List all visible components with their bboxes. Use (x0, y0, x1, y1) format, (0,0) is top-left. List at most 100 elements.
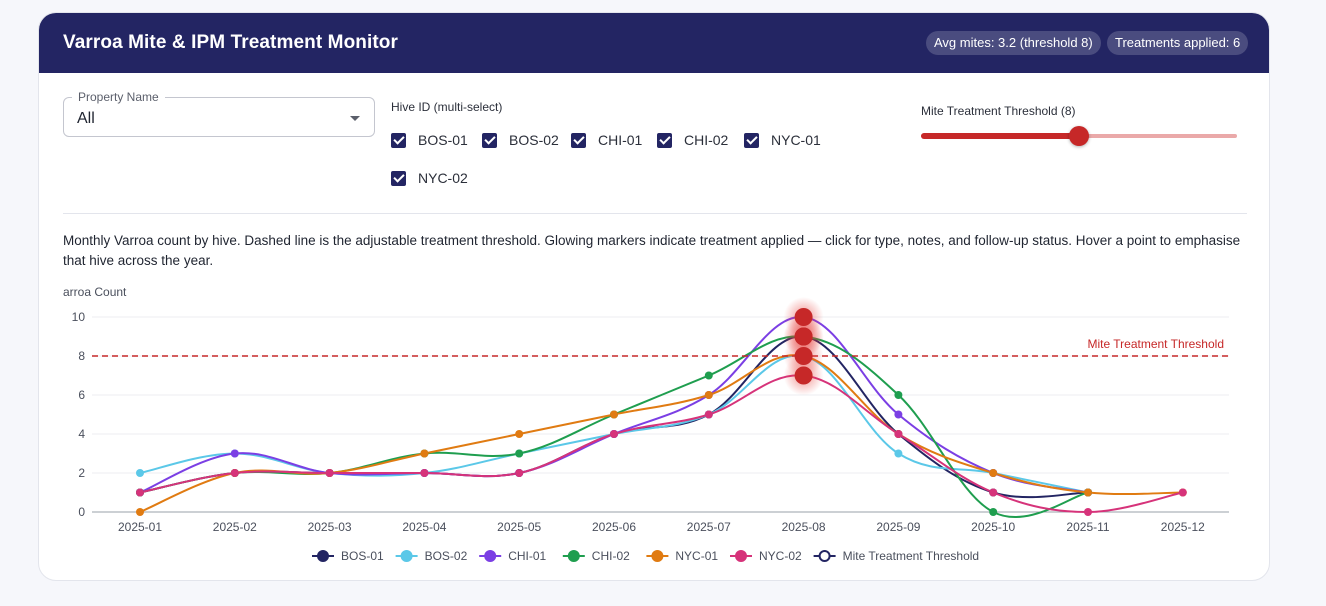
data-point[interactable] (989, 508, 998, 516)
treatment-marker[interactable] (794, 347, 813, 365)
y-tick-label: 8 (78, 349, 85, 363)
hive-checkbox-chi-01[interactable]: CHI-01 (571, 131, 642, 149)
legend-label: CHI-02 (592, 549, 630, 563)
legend-swatch-dot (317, 550, 329, 562)
data-point[interactable] (704, 410, 713, 419)
chevron-down-icon (350, 116, 360, 121)
legend-item[interactable]: CHI-02 (562, 549, 630, 563)
x-tick-label: 2025-07 (687, 520, 731, 534)
checkbox-checked-icon (571, 132, 586, 148)
legend-swatch-dot (567, 550, 580, 562)
y-tick-label: 4 (78, 427, 85, 441)
legend-item[interactable]: BOS-02 (395, 549, 468, 563)
x-tick-label: 2025-01 (118, 520, 162, 534)
legend-item[interactable]: BOS-01 (312, 549, 384, 563)
x-tick-label: 2025-02 (213, 520, 257, 534)
data-point[interactable] (989, 469, 998, 477)
legend-label: Mite Treatment Threshold (843, 549, 980, 563)
data-point[interactable] (136, 469, 144, 477)
x-tick-label: 2025-10 (971, 520, 1015, 534)
property-select-label: Property Name (72, 90, 165, 104)
data-point[interactable] (420, 449, 429, 458)
data-point[interactable] (230, 449, 239, 458)
legend-item[interactable]: Mite Treatment Threshold (813, 549, 980, 563)
x-tick-label: 2025-06 (592, 520, 636, 534)
legend-item[interactable]: NYC-02 (730, 549, 802, 563)
hive-checkbox-label: CHI-01 (598, 132, 643, 148)
x-tick-label: 2025-12 (1161, 520, 1205, 534)
data-point[interactable] (894, 430, 903, 438)
checkbox-checked-icon (391, 170, 406, 186)
x-tick-label: 2025-03 (308, 520, 352, 534)
data-point[interactable] (420, 469, 429, 477)
hive-checkbox-label: NYC-01 (771, 132, 821, 148)
checkbox-checked-icon (482, 132, 497, 148)
y-tick-label: 0 (78, 505, 85, 519)
data-point[interactable] (515, 430, 524, 438)
property-select[interactable]: Property Name All (63, 90, 375, 137)
data-point[interactable] (704, 371, 713, 380)
data-point[interactable] (610, 430, 618, 438)
legend-item[interactable]: CHI-01 (479, 549, 547, 563)
legend-swatch-dot (818, 550, 831, 562)
threshold-slider-label: Mite Treatment Threshold (8) (921, 104, 1076, 118)
hive-checkbox-label: NYC-02 (418, 170, 468, 186)
data-point[interactable] (515, 449, 524, 458)
data-point[interactable] (1084, 488, 1092, 497)
legend-label: BOS-02 (425, 549, 468, 563)
monitor-card: Varroa Mite & IPM Treatment Monitor Avg … (38, 12, 1270, 581)
hive-checkbox-chi-02[interactable]: CHI-02 (657, 131, 728, 149)
property-select-value: All (77, 110, 95, 127)
x-tick-label: 2025-11 (1066, 520, 1109, 534)
y-axis-label: arroa Count (63, 285, 127, 299)
hive-filter-label: Hive ID (multi-select) (391, 100, 503, 114)
y-tick-label: 6 (78, 388, 85, 402)
data-point[interactable] (1084, 508, 1092, 516)
data-point[interactable] (515, 469, 524, 477)
y-tick-label: 10 (72, 310, 86, 324)
series-line-chi-02 (139, 335, 1089, 518)
legend-swatch-dot (735, 550, 747, 562)
legend-swatch-dot (484, 550, 497, 562)
hive-checkbox-nyc-02[interactable]: NYC-02 (391, 169, 468, 187)
legend-label: NYC-01 (675, 549, 718, 563)
page-title: Varroa Mite & IPM Treatment Monitor (63, 32, 398, 53)
hive-checkbox-label: BOS-02 (509, 132, 559, 148)
x-tick-label: 2025-05 (497, 520, 541, 534)
legend-swatch-dot (400, 550, 413, 562)
data-point[interactable] (704, 391, 713, 399)
legend-item[interactable]: NYC-01 (646, 549, 718, 563)
data-point[interactable] (989, 488, 998, 497)
data-point[interactable] (894, 449, 903, 458)
hive-checkbox-bos-01[interactable]: BOS-01 (391, 131, 468, 149)
hive-checkbox-bos-02[interactable]: BOS-02 (482, 131, 559, 149)
data-point[interactable] (136, 488, 144, 497)
threshold-slider-thumb[interactable] (1069, 126, 1089, 146)
data-point[interactable] (1178, 488, 1187, 497)
threshold-slider-fill (921, 133, 1079, 139)
data-point[interactable] (136, 508, 144, 516)
data-point[interactable] (894, 391, 903, 399)
data-point[interactable] (610, 410, 618, 419)
legend-label: NYC-02 (759, 549, 802, 563)
treatment-marker[interactable] (794, 327, 813, 346)
treatment-marker[interactable] (794, 308, 813, 326)
y-tick-label: 2 (78, 466, 85, 480)
x-tick-label: 2025-04 (402, 520, 446, 534)
data-point[interactable] (325, 469, 334, 477)
divider (63, 213, 1247, 214)
checkbox-checked-icon (657, 132, 672, 148)
hive-checkbox-nyc-01[interactable]: NYC-01 (744, 131, 821, 149)
data-point[interactable] (894, 410, 903, 419)
data-point[interactable] (230, 469, 239, 477)
threshold-line-label: Mite Treatment Threshold (1087, 337, 1224, 351)
checkbox-checked-icon (391, 132, 406, 148)
series-line-chi-01 (139, 315, 1089, 494)
treatments-badge: Treatments applied: 6 (1107, 31, 1249, 55)
legend-swatch-dot (651, 550, 664, 562)
x-tick-label: 2025-08 (782, 520, 826, 534)
legend-label: CHI-01 (508, 549, 546, 563)
treatment-marker[interactable] (794, 366, 813, 385)
hive-checkbox-label: BOS-01 (418, 132, 468, 148)
x-tick-label: 2025-09 (876, 520, 920, 534)
